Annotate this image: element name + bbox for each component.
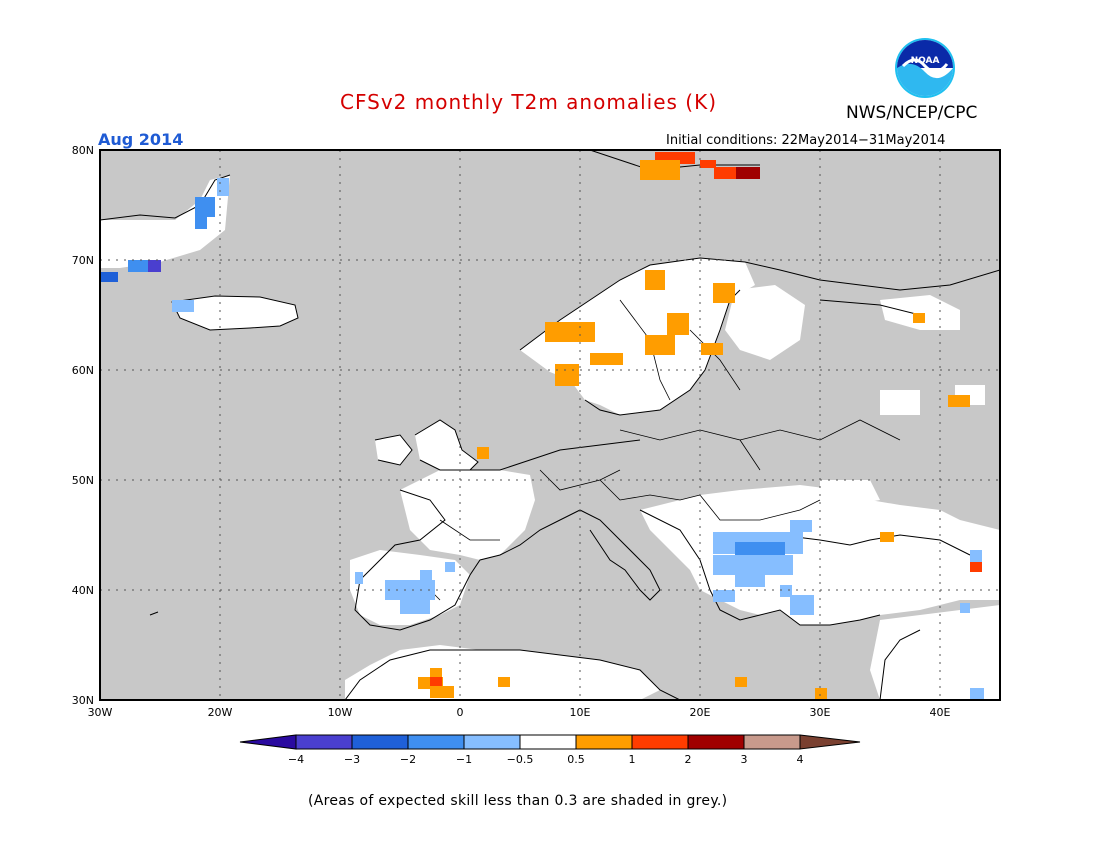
colorbar-swatch (631, 734, 689, 750)
lon-label: 20E (690, 706, 711, 719)
initial-conditions: Initial conditions: 22May2014−31May2014 (666, 133, 946, 148)
colorbar-swatch (575, 734, 633, 750)
map-frame (99, 149, 1001, 701)
colorbar-left-arrow (239, 734, 297, 750)
longitude-labels: 30W 20W 10W 0 10E 20E 30E 40E (88, 706, 951, 719)
skill-footnote: (Areas of expected skill less than 0.3 a… (308, 793, 728, 809)
colorbar-label: 4 (797, 753, 804, 766)
latitude-labels: 80N 70N 60N 50N 40N 30N (72, 144, 94, 707)
colorbar-label: 2 (685, 753, 692, 766)
noaa-logo-icon: NOAA (895, 38, 955, 98)
colorbar-label: −1 (456, 753, 472, 766)
noaa-logo-text: NOAA (911, 56, 940, 66)
lon-label: 20W (208, 706, 233, 719)
colorbar-swatch (743, 734, 801, 750)
colorbar-swatch (687, 734, 745, 750)
lat-label: 80N (72, 144, 94, 157)
colorbar-swatch (519, 734, 577, 750)
lat-label: 50N (72, 474, 94, 487)
lon-label: 30W (88, 706, 113, 719)
lon-label: 10E (570, 706, 591, 719)
lat-label: 30N (72, 694, 94, 707)
anomaly-cells-warm (418, 152, 982, 700)
lon-label: 40E (930, 706, 951, 719)
colorbar: −4 −3 −2 −1 −0.5 0.5 1 2 3 4 (239, 734, 861, 766)
colorbar-label: 0.5 (567, 753, 585, 766)
colorbar-right-arrow (799, 734, 861, 750)
lat-label: 60N (72, 364, 94, 377)
colorbar-label: −0.5 (507, 753, 534, 766)
coastlines (100, 150, 1000, 700)
colorbar-label: 3 (741, 753, 748, 766)
anomaly-cells-cold (100, 178, 984, 700)
colorbar-label: −4 (288, 753, 304, 766)
lat-label: 40N (72, 584, 94, 597)
page-title: CFSv2 monthly T2m anomalies (K) (340, 90, 717, 114)
colorbar-swatch (463, 734, 521, 750)
lon-label: 0 (457, 706, 464, 719)
lon-label: 10W (328, 706, 353, 719)
map-layers (100, 150, 1000, 700)
colorbar-label: 1 (629, 753, 636, 766)
graticule (100, 150, 1000, 700)
colorbar-swatch (295, 734, 353, 750)
colorbar-swatch (407, 734, 465, 750)
agency-label: NWS/NCEP/CPC (846, 103, 978, 123)
lat-label: 70N (72, 254, 94, 267)
colorbar-label: −2 (400, 753, 416, 766)
lon-label: 30E (810, 706, 831, 719)
colorbar-label: −3 (344, 753, 360, 766)
colorbar-swatch (351, 734, 409, 750)
forecast-period: Aug 2014 (98, 130, 184, 149)
